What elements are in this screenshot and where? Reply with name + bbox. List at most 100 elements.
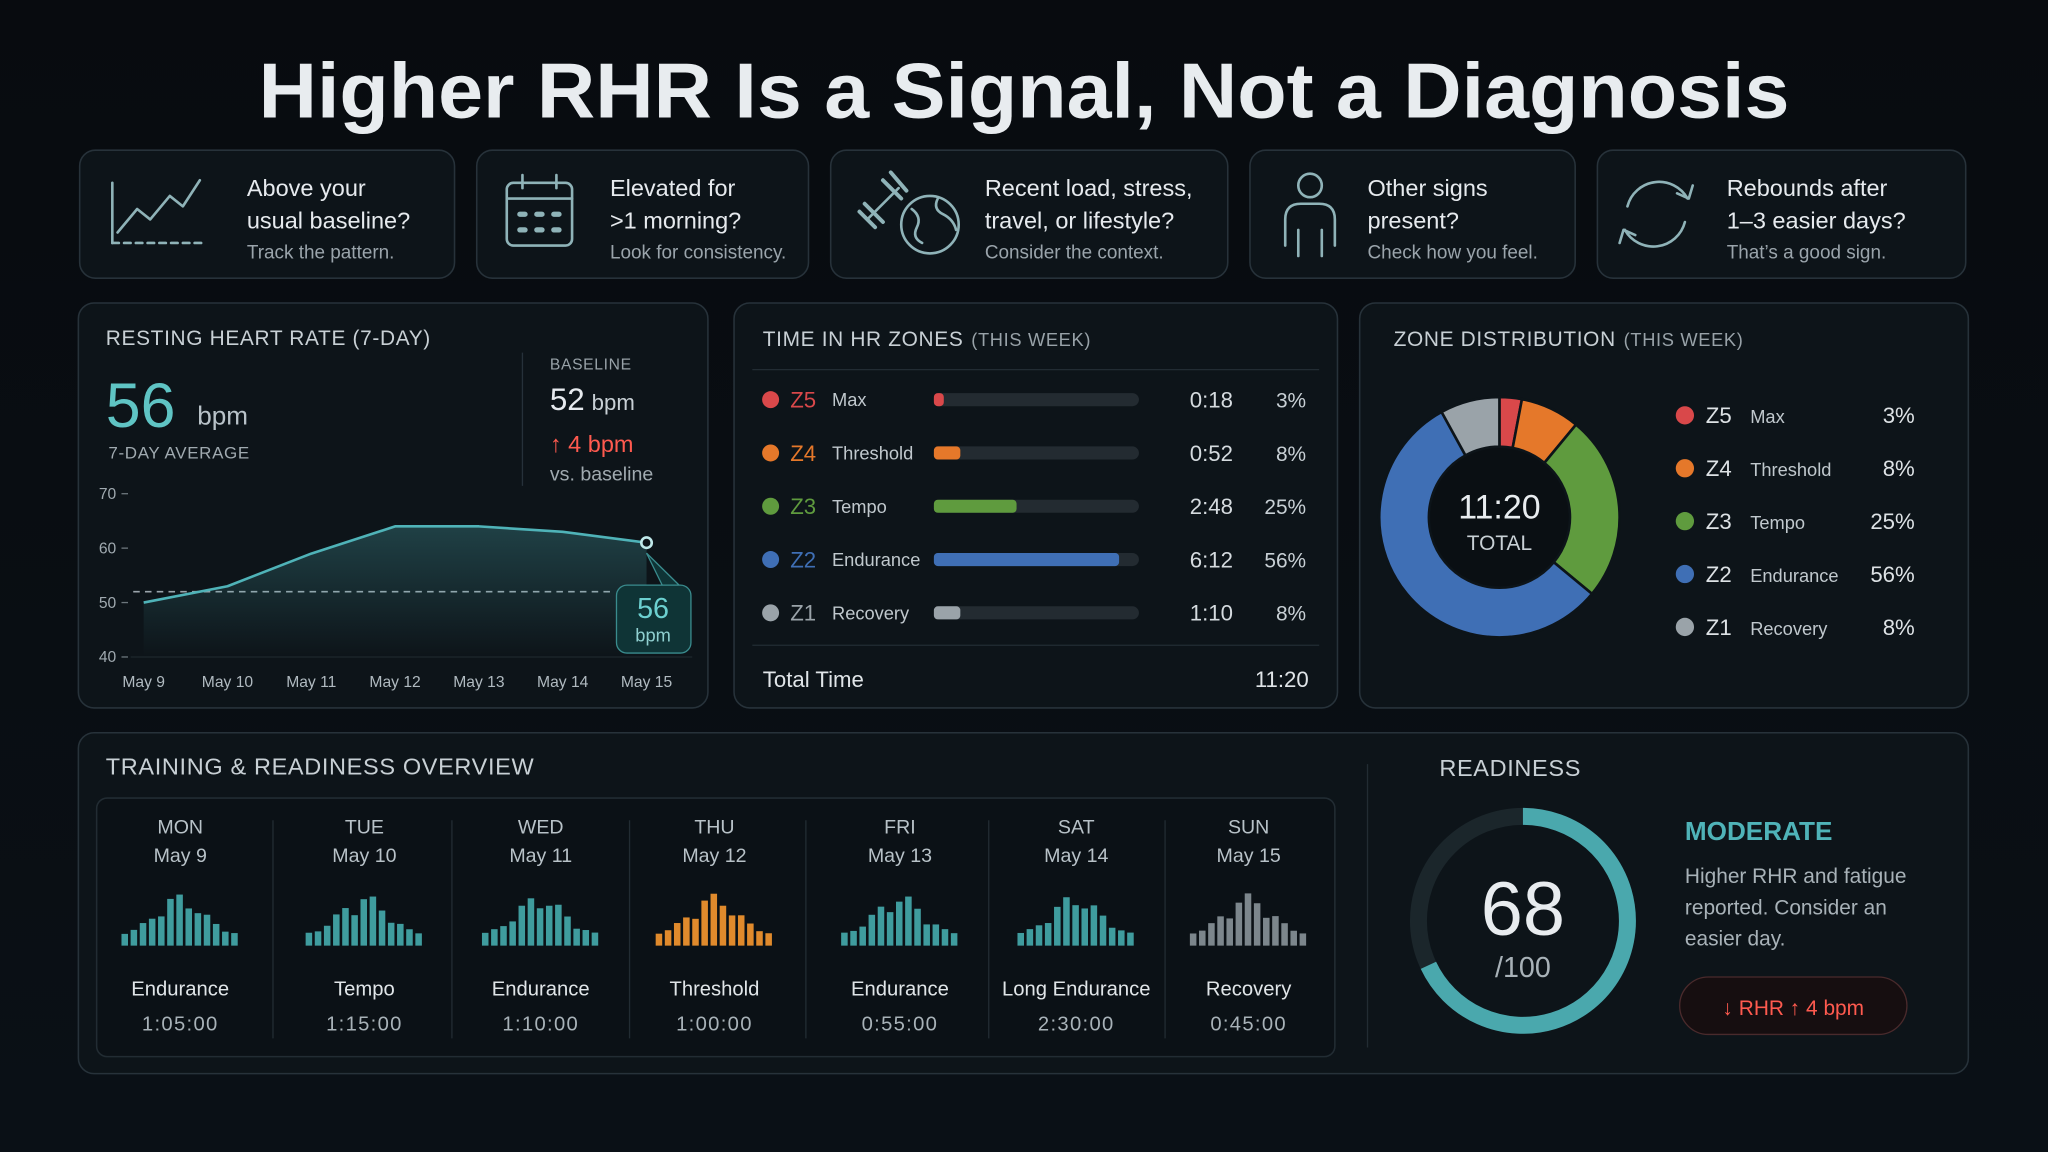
intensity-bar bbox=[527, 898, 535, 946]
tip-card bbox=[829, 149, 1229, 279]
day-date: May 15 bbox=[1217, 845, 1281, 867]
intensity-bar bbox=[1199, 930, 1206, 946]
intensity-bar bbox=[185, 908, 192, 946]
zone-label: Z5 bbox=[790, 388, 816, 413]
day-name: SAT bbox=[1058, 816, 1095, 838]
rhr-title: RESTING HEART RATE (7-DAY) bbox=[106, 327, 431, 350]
zones-subtitle: (THIS WEEK) bbox=[971, 329, 1091, 350]
intensity-bar bbox=[896, 901, 903, 946]
y-tick-label: 40 bbox=[99, 649, 117, 666]
intensity-bar bbox=[564, 916, 571, 946]
intensity-bar bbox=[148, 918, 156, 946]
intensity-bar bbox=[518, 905, 526, 946]
intensity-bar bbox=[1189, 933, 1197, 946]
intensity-bar bbox=[139, 923, 147, 946]
rhr-average-label: 7-DAY AVERAGE bbox=[108, 443, 249, 462]
x-tick-label: May 9 bbox=[122, 674, 165, 691]
overview-title: TRAINING & READINESS OVERVIEW bbox=[106, 754, 535, 780]
zone-name: Recovery bbox=[832, 602, 910, 623]
tip-title: Rebounds after bbox=[1727, 175, 1888, 201]
intensity-bar bbox=[1281, 923, 1288, 946]
intensity-bar bbox=[728, 915, 736, 946]
intensity-bar bbox=[737, 915, 745, 946]
intensity-bar bbox=[545, 905, 553, 946]
intensity-bar bbox=[351, 915, 358, 946]
dist-heading: ZONE DISTRIBUTION (THIS WEEK) bbox=[1394, 328, 1744, 351]
zone-percent: 8% bbox=[1276, 603, 1306, 626]
intensity-bar bbox=[683, 917, 690, 946]
legend-percent: 3% bbox=[1883, 403, 1915, 428]
zone-name: Max bbox=[832, 389, 867, 410]
dist-title: ZONE DISTRIBUTION bbox=[1394, 328, 1616, 351]
day-date: May 12 bbox=[682, 845, 746, 867]
icon-cal-dots bbox=[517, 211, 562, 233]
intensity-bar bbox=[314, 931, 322, 946]
intensity-bar bbox=[868, 914, 876, 946]
icon-arc-bottom bbox=[1623, 220, 1687, 248]
zone-percent: 8% bbox=[1276, 443, 1306, 466]
day-duration: 2:30:00 bbox=[1038, 1014, 1115, 1036]
icon-plates bbox=[857, 170, 909, 230]
rhr-badge-text: ↓ RHR ↑ 4 bpm bbox=[1723, 997, 1865, 1020]
tip-title: usual baseline? bbox=[247, 208, 410, 234]
readiness-note: easier day. bbox=[1685, 928, 1786, 951]
day-workout: Tempo bbox=[334, 978, 395, 1000]
intensity-bar bbox=[747, 923, 754, 946]
day-workout: Endurance bbox=[492, 978, 590, 1000]
intensity-bar bbox=[369, 896, 377, 946]
tip-note: Check how you feel. bbox=[1368, 243, 1538, 264]
legend-percent: 8% bbox=[1883, 615, 1915, 640]
y-tick-label: 60 bbox=[99, 540, 117, 557]
intensity-bar bbox=[481, 932, 489, 946]
tip-card bbox=[78, 149, 456, 279]
legend-dot bbox=[1675, 617, 1695, 637]
day-duration: 0:55:00 bbox=[862, 1014, 939, 1036]
readiness-score: 68 bbox=[1481, 867, 1565, 952]
day-date: May 14 bbox=[1044, 845, 1108, 867]
tip-icons bbox=[111, 170, 1695, 258]
intensity-bar bbox=[194, 913, 202, 946]
day-name: WED bbox=[518, 816, 564, 838]
x-tick-label: May 14 bbox=[537, 674, 589, 691]
zone-time: 0:52 bbox=[1190, 441, 1233, 466]
day-workout: Long Endurance bbox=[1002, 978, 1151, 1000]
intensity-bar bbox=[582, 930, 590, 946]
rhr-change: ↑ 4 bpm bbox=[550, 431, 634, 457]
zone-time: 6:12 bbox=[1190, 547, 1233, 572]
intensity-bar bbox=[1127, 932, 1134, 946]
zone-time: 1:10 bbox=[1190, 601, 1233, 626]
legend-percent: 8% bbox=[1883, 456, 1915, 481]
intensity-bar bbox=[222, 931, 229, 946]
intensity-bar bbox=[491, 929, 498, 946]
tip-note: That’s a good sign. bbox=[1727, 243, 1887, 264]
zone-dot bbox=[762, 391, 780, 409]
rhr-change-note: vs. baseline bbox=[550, 464, 653, 486]
intensity-bar bbox=[176, 894, 183, 946]
y-tick-label: 50 bbox=[99, 595, 117, 612]
intensity-bar bbox=[360, 899, 368, 946]
tip-title: travel, or lifestyle? bbox=[985, 208, 1174, 234]
day-workout: Recovery bbox=[1206, 978, 1292, 1000]
day-name: MON bbox=[157, 816, 203, 838]
tip-row: Above your usual baseline? Track the patte… bbox=[78, 149, 1967, 279]
intensity-bar bbox=[692, 918, 699, 946]
bar bbox=[933, 499, 1017, 513]
intensity-bar bbox=[591, 932, 599, 946]
zone-percent: 56% bbox=[1264, 549, 1306, 572]
zone-label: Z4 bbox=[790, 441, 816, 466]
zone-time: 2:48 bbox=[1190, 494, 1233, 519]
day-name: SUN bbox=[1228, 816, 1269, 838]
intensity-bar bbox=[1235, 902, 1243, 946]
readiness-note: Higher RHR and fatigue bbox=[1685, 865, 1907, 888]
intensity-bar bbox=[573, 928, 580, 946]
intensity-bar bbox=[1108, 927, 1116, 946]
legend-percent: 56% bbox=[1870, 562, 1914, 587]
legend-dot bbox=[1675, 406, 1695, 425]
tip-title: >1 morning? bbox=[610, 208, 741, 234]
icon-trend bbox=[111, 178, 208, 245]
zone-label: Z1 bbox=[790, 601, 816, 626]
legend-zone: Z5 bbox=[1706, 403, 1732, 428]
tip-note: Consider the context. bbox=[985, 243, 1164, 264]
